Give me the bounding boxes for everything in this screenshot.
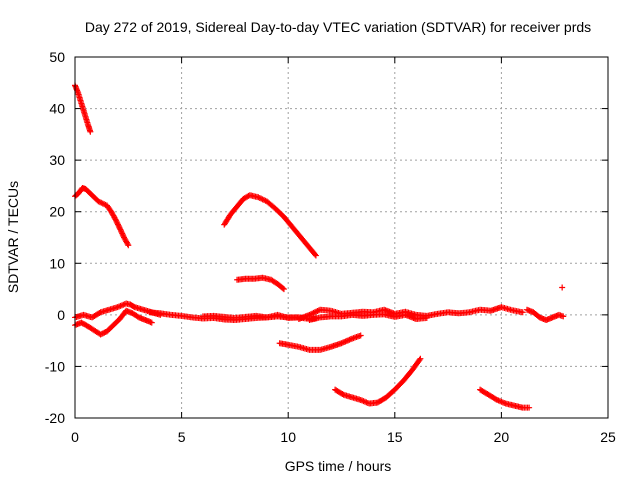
x-tick-label: 15 — [387, 429, 403, 445]
data-point — [148, 319, 155, 326]
series-arc-o — [559, 284, 566, 291]
data-point — [125, 242, 132, 249]
tick-labels: 0 5 10 15 20 25 -20 -10 0 10 20 30 40 50 — [45, 49, 616, 445]
chart-title: Day 272 of 2019, Sidereal Day-to-day VTE… — [85, 19, 591, 35]
series-arc-g — [221, 192, 319, 259]
data-point — [313, 308, 320, 315]
data-point — [118, 229, 125, 236]
data-point — [416, 356, 423, 363]
y-tick-label: 50 — [49, 49, 65, 65]
y-tick-label: 40 — [49, 101, 65, 117]
data-point — [559, 284, 566, 291]
data-point — [423, 314, 430, 321]
data-point — [116, 225, 123, 232]
x-tick-label: 0 — [71, 429, 79, 445]
y-tick-label: 10 — [49, 255, 65, 271]
x-tick-label: 20 — [494, 429, 510, 445]
y-tick-label: 0 — [57, 307, 65, 323]
y-tick-label: -10 — [45, 358, 65, 374]
data-point — [120, 233, 127, 240]
data-point — [96, 310, 103, 317]
data-point — [306, 311, 313, 318]
series-arc-m — [477, 386, 533, 411]
x-axis-label: GPS time / hours — [285, 458, 392, 474]
data-point — [119, 230, 126, 237]
data-point — [117, 227, 124, 234]
data-point — [312, 251, 319, 258]
data-point — [307, 311, 314, 318]
data-point — [339, 391, 346, 398]
data-point — [87, 128, 94, 135]
data-point — [119, 231, 126, 238]
data-point — [124, 240, 131, 247]
series-arc-d — [72, 300, 164, 321]
series-arc-k — [306, 311, 430, 324]
data-point — [309, 310, 316, 317]
y-tick-label: 20 — [49, 204, 65, 220]
data-point — [280, 286, 287, 293]
data-points — [72, 82, 567, 411]
data-point — [560, 313, 567, 320]
data-point — [117, 226, 124, 233]
x-tick-label: 5 — [178, 429, 186, 445]
data-point — [492, 396, 499, 403]
data-point — [312, 252, 319, 259]
data-point — [279, 285, 286, 292]
data-point — [526, 404, 533, 411]
data-point — [310, 309, 317, 316]
data-point — [311, 309, 318, 316]
y-tick-label: 30 — [49, 152, 65, 168]
series-arc-i — [276, 332, 364, 353]
x-tick-label: 25 — [600, 429, 616, 445]
data-point — [417, 355, 424, 362]
series-arc-b — [72, 184, 132, 249]
data-point — [314, 307, 321, 314]
x-tick-label: 10 — [280, 429, 296, 445]
series-arc-h — [234, 274, 287, 293]
plot-frame — [74, 56, 609, 419]
data-point — [519, 309, 526, 316]
series-arc-n — [523, 306, 567, 324]
y-tick-label: -20 — [45, 410, 65, 426]
y-axis-label: SDTVAR / TECUs — [5, 181, 21, 293]
series-arc-a — [72, 82, 94, 135]
data-point — [357, 332, 364, 339]
series-arc-l — [332, 355, 424, 407]
